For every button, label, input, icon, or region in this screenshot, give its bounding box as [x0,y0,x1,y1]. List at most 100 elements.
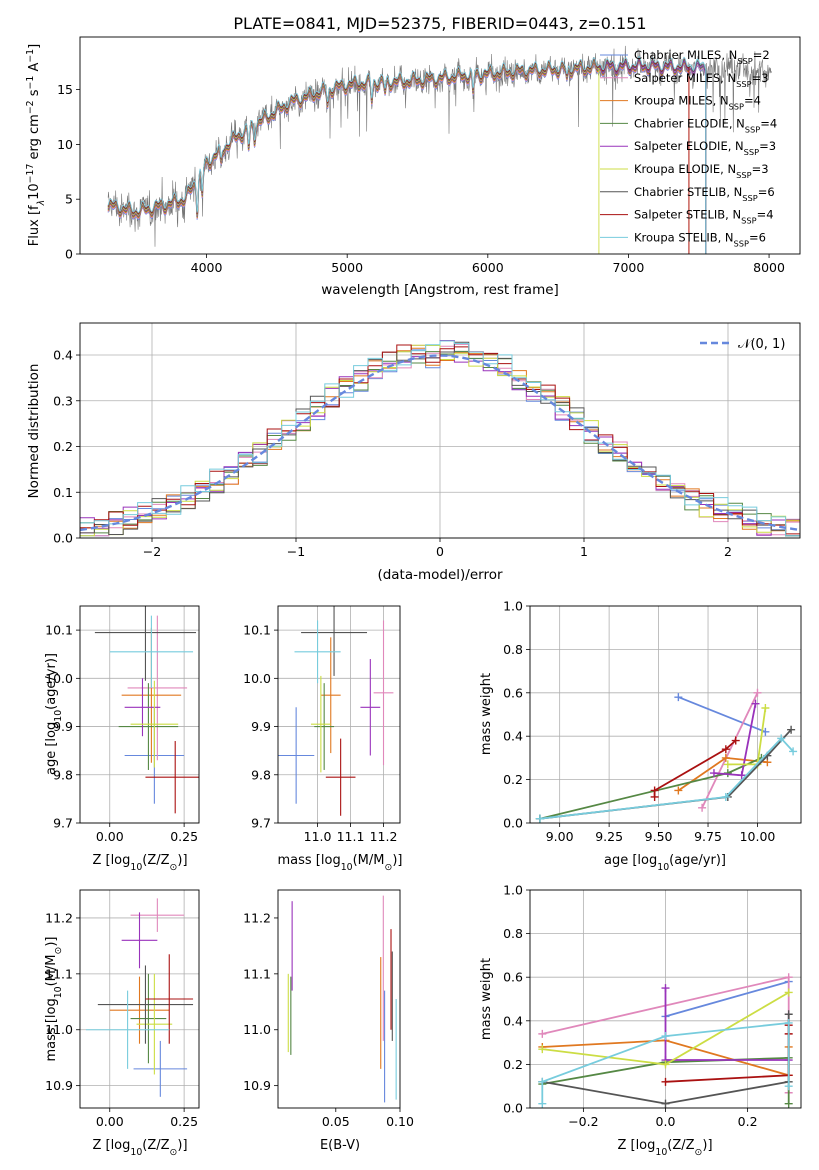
spectrum-ytick-label: 5 [65,192,73,207]
z-mass-xtick-label: 0.25 [170,1114,198,1129]
weight-series-line [539,737,794,820]
legend-label-part: =4 [744,94,761,108]
z-mass-xlabel-part: Z [log [92,1138,130,1153]
mass-age-xlabel-part: mass [log [278,853,341,868]
spectrum-xlabel: wavelength [Angstrom, rest frame] [321,282,559,298]
residuals-plot-area [80,340,800,537]
z-age-ylabel-part: 10 [53,710,64,722]
mass-age-xlabel-part: (M/M [353,853,385,868]
errorbar-point [124,678,161,737]
legend-label: Chabrier MILES, NSSP=2 [634,48,770,66]
legend-label-part: =6 [758,185,775,199]
errorbar-point [97,965,194,1044]
ebv-mass-ytick-label: 10.9 [243,1078,271,1093]
figure-title: PLATE=0841, MJD=52375, FIBERID=0443, z=0… [233,14,646,33]
weight-marker [721,745,730,754]
ebv-mass-plot-area [287,895,397,1103]
z-weight-xlabel: Z [log10(Z/Z⊙)] [617,1138,712,1158]
z-mass-ylabel-part: (M/M [44,955,59,987]
weight-marker [777,734,786,743]
weight-marker [784,988,793,997]
z-age-ylabel-part: age [log [44,722,59,775]
legend-label-part: =4 [757,208,774,222]
spectrum-ytick-label: 0 [65,247,73,262]
ebv-mass-frame [277,889,401,1109]
spectrum-ylabel-part: −1 [25,76,36,90]
weight-marker [784,1010,793,1019]
z-weight-ytick-label: 0.2 [503,1057,523,1072]
weight-marker [538,1099,547,1108]
weight-marker [661,1099,670,1108]
errorbar-point [145,741,199,814]
age-weight-ytick-label: 0.2 [503,772,523,787]
legend-label: Salpeter STELIB, NSSP=4 [634,208,774,226]
errorbar-point [85,990,170,1069]
mass-age-ytick-label: 9.7 [251,816,271,831]
weight-marker [731,736,740,745]
z-mass-frame [79,889,200,1109]
spectrum-ylabel-part: ] [27,44,42,49]
spectrum-xtick-label: 4000 [191,260,223,275]
age-weight-xtick-label: 9.00 [546,829,574,844]
z-age-plot-area [94,606,199,814]
mass-age-ytick-label: 10.0 [243,671,271,686]
weight-series-line [539,729,792,820]
panel-mass-age: 11.0 11.1 11.2 9.7 9.8 9.9 10.0 10.1 [243,605,401,844]
z-age-ylabel-part: (age/yr)] [44,653,59,710]
ebv-mass-xlabel: E(B-V) [320,1138,360,1153]
z-age-ylabel: age [log10(age/yr)] [44,653,64,775]
age-weight-xtick-label: 10.00 [740,829,776,844]
z-mass-xlabel-part: 10 [130,1147,142,1158]
legend-label-part: SSP [741,216,756,226]
errorbar-point [278,707,315,804]
z-mass-xlabel-part: (Z/Z [142,1138,169,1153]
z-age-xlabel: Z [log10(Z/Z⊙)] [92,853,187,873]
legend-label-part: Kroupa MILES, N [634,94,729,108]
z-weight-xlabel-part: (Z/Z [667,1138,694,1153]
z-mass-ytick-label: 11.0 [45,1022,73,1037]
spectrum-ytick-label: 10 [57,137,73,152]
z-age-frame [79,605,200,824]
ebv-mass-ytick-label: 11.1 [243,966,271,981]
z-age-grid [80,606,199,824]
ebv-mass-ytick-label: 11.0 [243,1022,271,1037]
legend-label-part: Salpeter STELIB, N [634,208,741,222]
weight-marker [737,771,746,780]
spectrum-frame [79,36,801,255]
gaussian-curve [80,354,800,532]
gaussian-legend-label: 𝒩(0, 1) [738,337,785,352]
errorbar-point [109,615,194,688]
age-weight-xlabel-part: 10 [657,862,669,873]
weight-series-line [665,980,789,1018]
spectrum-xtick-label: 5000 [331,260,363,275]
z-mass-ylabel-part: mass [log [44,998,59,1061]
residuals-xtick-label: −2 [143,544,161,559]
errorbar-point [360,659,381,756]
z-age-xtick-label: 0.00 [96,829,124,844]
legend-label-part: Salpeter ELODIE, N [634,139,744,153]
residuals-ytick-label: 0.2 [53,439,73,454]
panel-age-weight: 9.00 9.25 9.50 9.75 10.00 0.0 0.2 0.4 0.6 0.8 1.0 [503,599,802,844]
weight-marker [709,769,718,778]
weight-marker [784,1018,793,1027]
errorbar-point [133,1040,188,1097]
spectrum-ylabel-part: −2 [25,100,36,114]
weight-marker [784,973,793,982]
z-age-ytick-label: 9.7 [53,816,73,831]
errorbar-point [109,976,170,1044]
spectrum-ylabel-part: −17 [25,164,36,184]
mass-age-ytick-label: 10.1 [243,623,271,638]
age-weight-axes: 9.00 9.25 9.50 9.75 10.00 0.0 0.2 0.4 0.6 0.8 1.0 [503,599,802,844]
errorbar-point [301,606,368,676]
residuals-ytick-label: 0.0 [53,531,73,546]
spectrum-model-line [107,56,706,213]
legend-label-part: SSP [734,238,749,248]
age-weight-ytick-label: 0.4 [503,729,523,744]
residuals-ytick-label: 0.1 [53,485,73,500]
z-weight-frame [529,889,802,1109]
legend-label-part: SSP [737,56,752,66]
spectrum-ylabel-part: −1 [25,49,36,63]
z-weight-ytick-label: 0.8 [503,926,523,941]
weight-marker [538,1029,547,1038]
